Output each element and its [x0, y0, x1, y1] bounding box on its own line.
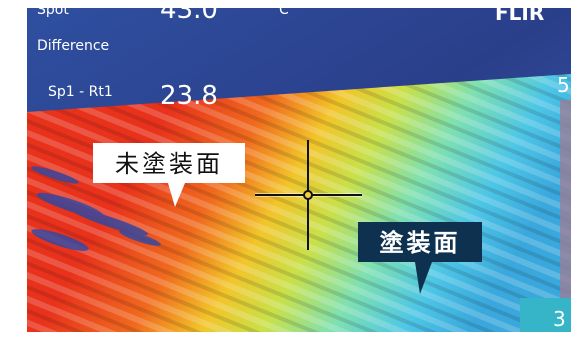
difference-label: Difference	[37, 38, 109, 54]
brand: FLIR	[495, 1, 544, 25]
scale-min: 3	[553, 307, 566, 331]
spot-label: Spot	[37, 2, 69, 18]
painted-callout: 塗装面	[358, 222, 482, 294]
crosshair	[255, 140, 362, 250]
scale-max: 5	[557, 73, 570, 97]
measure-label: Sp1 - Rt1	[48, 84, 113, 100]
unit: °C	[272, 2, 289, 18]
thermal-image	[27, 8, 571, 332]
unpainted-callout: 未塗装面	[93, 143, 245, 207]
painted-label: 塗装面	[380, 229, 461, 257]
unpainted-label: 未塗装面	[115, 150, 223, 178]
measure-value: 23.8	[160, 81, 218, 111]
spot-value: 43.0	[160, 0, 218, 25]
